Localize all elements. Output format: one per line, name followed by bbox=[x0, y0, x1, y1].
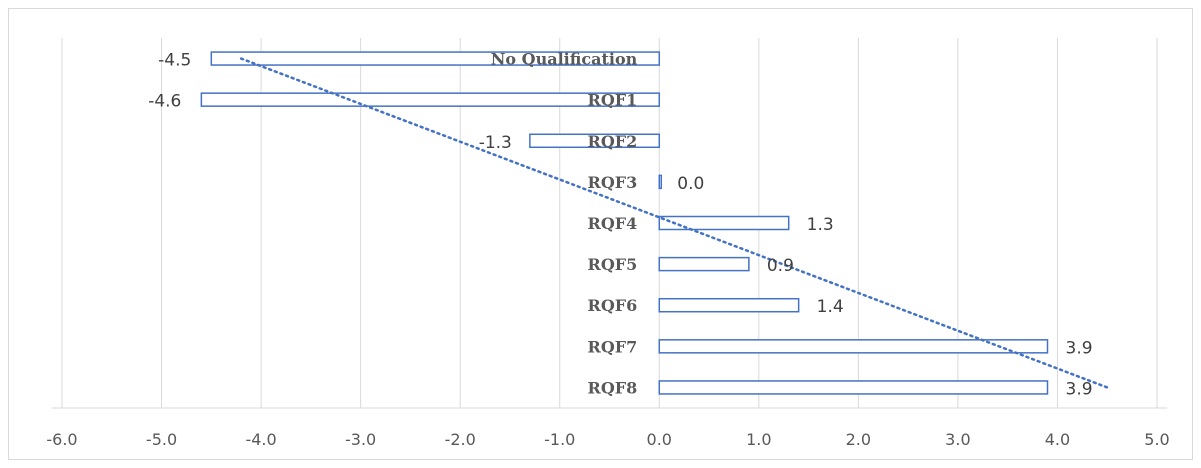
data-label: 0.9 bbox=[767, 256, 794, 276]
category-label: RQF5 bbox=[588, 255, 638, 274]
category-label: RQF6 bbox=[588, 296, 638, 315]
bar bbox=[658, 256, 750, 272]
x-tick-label: 3.0 bbox=[945, 430, 970, 449]
category-label: RQF1 bbox=[588, 91, 638, 110]
x-tick-label: 5.0 bbox=[1144, 430, 1169, 449]
bar bbox=[658, 380, 1049, 395]
data-label: 0.0 bbox=[677, 174, 704, 194]
bars bbox=[200, 51, 1049, 395]
data-label: 3.9 bbox=[1066, 338, 1093, 358]
x-tick-label: -2.0 bbox=[445, 430, 476, 449]
category-label: No Qualification bbox=[491, 50, 638, 69]
trendline bbox=[239, 57, 1109, 389]
bar bbox=[210, 51, 661, 66]
bar bbox=[658, 339, 1049, 354]
data-label: -1.3 bbox=[479, 133, 512, 153]
category-label: RQF7 bbox=[588, 337, 638, 356]
category-label: RQF3 bbox=[588, 173, 638, 192]
bar bbox=[658, 215, 790, 231]
x-axis: -6.0 -5.0 -4.0 -3.0 -2.0 -1.0 0.0 1.0 2.0 3.0 4.0 5… bbox=[46, 407, 1170, 449]
x-tick-label: -3.0 bbox=[345, 430, 376, 449]
category-label: RQF2 bbox=[588, 132, 638, 151]
x-tick-label: 2.0 bbox=[846, 430, 871, 449]
bar bbox=[658, 297, 800, 313]
category-label: RQF4 bbox=[588, 214, 638, 233]
data-label: -4.5 bbox=[158, 51, 191, 71]
data-label: -4.6 bbox=[148, 92, 181, 112]
x-tick-label: -6.0 bbox=[46, 430, 77, 449]
labels: No Qualification RQF1 RQF2 RQF3 RQF4 RQF5 RQF6… bbox=[148, 50, 1092, 400]
x-tick-label: 0.0 bbox=[647, 430, 672, 449]
x-tick-label: -4.0 bbox=[245, 430, 276, 449]
x-tick-label: -1.0 bbox=[544, 430, 575, 449]
x-tick-label: 4.0 bbox=[1045, 430, 1070, 449]
bar bbox=[658, 174, 663, 190]
category-label: RQF8 bbox=[588, 378, 638, 397]
x-tick-label: 1.0 bbox=[746, 430, 771, 449]
trendline bbox=[239, 57, 1109, 389]
x-tick-label: -5.0 bbox=[146, 430, 177, 449]
data-label: 1.4 bbox=[817, 297, 844, 317]
data-label: 1.3 bbox=[807, 215, 834, 235]
bar bbox=[200, 92, 661, 107]
bar bbox=[529, 133, 661, 149]
data-label: 3.9 bbox=[1066, 379, 1093, 399]
